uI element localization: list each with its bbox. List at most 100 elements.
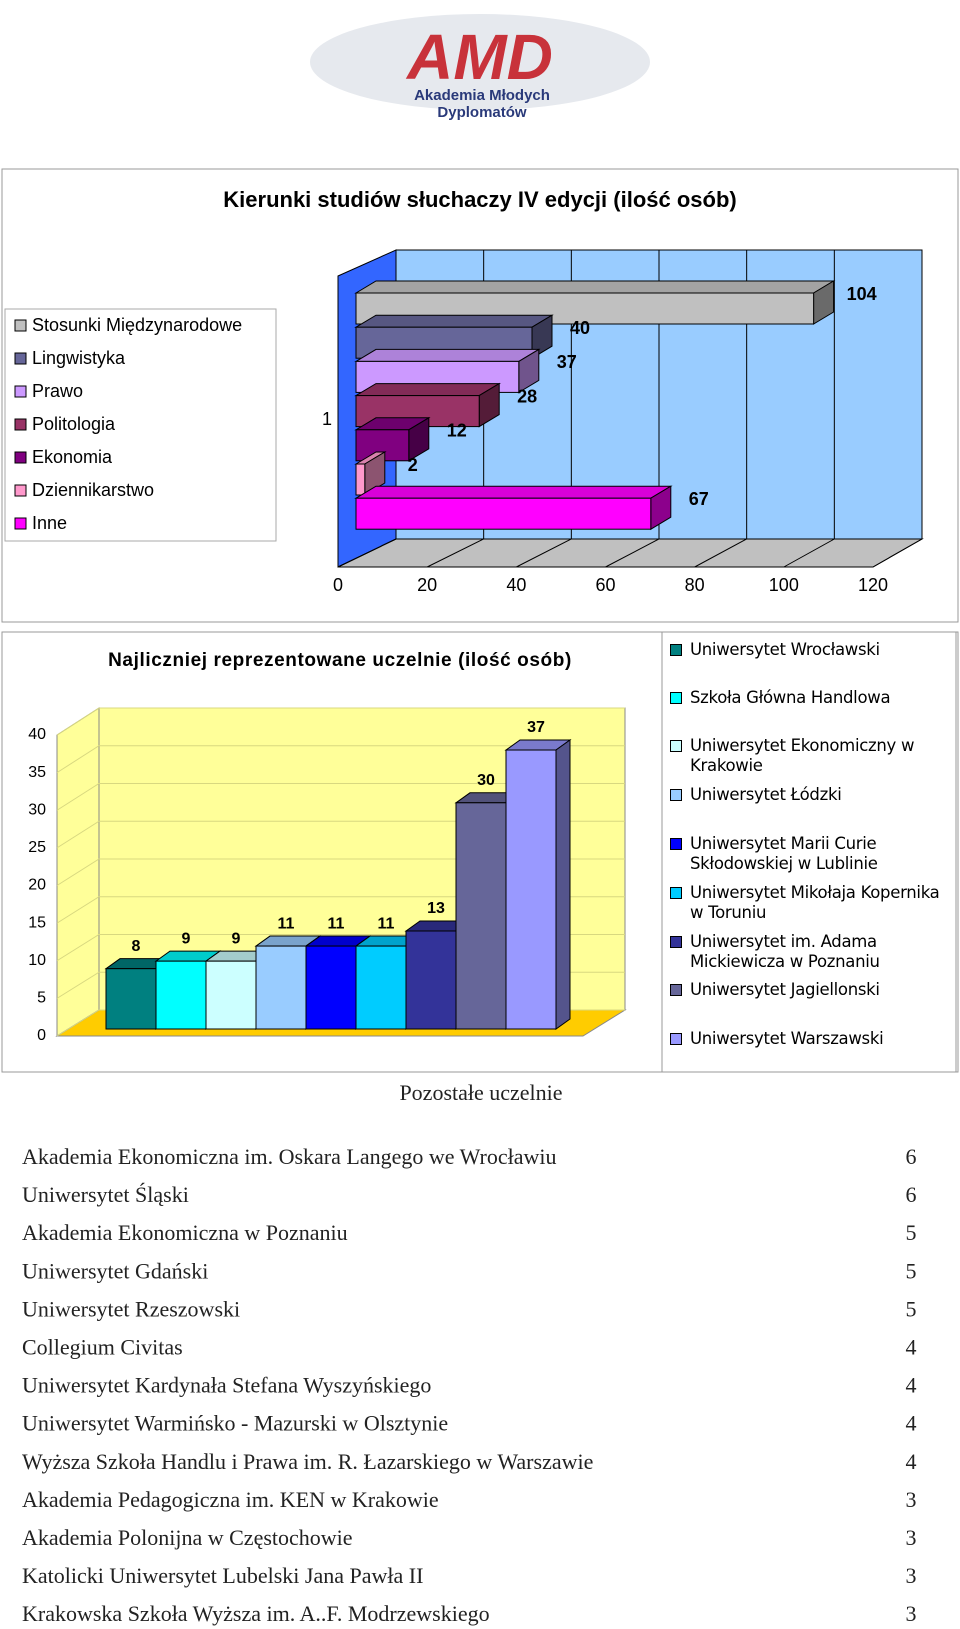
floor	[337, 538, 924, 568]
value-label: 30	[477, 772, 495, 789]
table-cell: 5	[906, 1220, 917, 1245]
table-cell: Uniwersytet Warmińsko - Mazurski w Olszt…	[22, 1411, 448, 1436]
legend-label: Politologia	[32, 414, 116, 434]
table-cell: 6	[906, 1144, 917, 1169]
legend-label: Inne	[32, 513, 67, 533]
value-label: 9	[182, 930, 191, 947]
table-cell: Uniwersytet Śląski	[22, 1182, 189, 1207]
legend-label: Uniwersytet Ekonomiczny w Krakowie	[690, 736, 915, 775]
legend-label: Ekonomia	[32, 447, 113, 467]
x-tick-label: 100	[769, 575, 799, 595]
legend-swatch	[670, 644, 682, 656]
value-label: 67	[689, 489, 709, 509]
grid-line	[516, 250, 572, 568]
legend-swatch	[670, 740, 682, 752]
bar	[355, 497, 652, 530]
bar	[255, 945, 307, 1030]
grid-line	[783, 250, 835, 568]
legend-swatch	[670, 692, 682, 704]
legend-label: Uniwersytet Mikołaja Kopernika w Toruniu	[690, 883, 940, 922]
bar-side	[555, 739, 571, 1030]
bar	[455, 802, 507, 1030]
x-tick-label: 120	[858, 575, 888, 595]
legend-label: Lingwistyka	[32, 348, 126, 368]
table-cell: Uniwersytet Gdański	[22, 1258, 208, 1283]
value-label: 37	[557, 352, 577, 372]
y-tick-label: 1	[322, 409, 332, 429]
grid-line	[56, 896, 625, 924]
legend-swatch	[14, 418, 27, 431]
grid-line	[694, 250, 748, 568]
value-label: 104	[847, 284, 877, 304]
bar	[205, 960, 257, 1030]
logo-text: AMD	[405, 21, 553, 93]
value-label: 40	[570, 318, 590, 338]
bar	[155, 960, 207, 1030]
value-label: 9	[232, 930, 241, 947]
logo-subtitle: Akademia Młodych	[414, 87, 550, 104]
bar	[305, 945, 357, 1030]
legend-label: Uniwersytet Marii Curie Skłodowskiej w L…	[690, 834, 878, 873]
bar	[355, 292, 815, 325]
legend-swatch	[14, 451, 27, 464]
legend-label: Uniwersytet im. Adama Mickiewicza w Pozn…	[690, 932, 880, 971]
y-tick-label: 30	[28, 801, 46, 818]
grid-line	[605, 250, 660, 568]
x-tick-label: 0	[333, 575, 343, 595]
legend-swatch	[670, 936, 682, 948]
table-cell: 3	[906, 1487, 917, 1512]
legend-label: Uniwersytet Wrocławski	[690, 640, 880, 659]
value-label: 12	[447, 421, 467, 441]
table-cell: 5	[906, 1296, 917, 1321]
legend-swatch	[14, 319, 27, 332]
value-label: 28	[517, 386, 537, 406]
table-cell: Collegium Civitas	[22, 1335, 183, 1360]
table-cell: Akademia Pedagogiczna im. KEN w Krakowie	[22, 1487, 439, 1512]
y-tick-label: 25	[28, 839, 46, 856]
legend-swatch	[670, 887, 682, 899]
legend-label: Stosunki Międzynarodowe	[32, 315, 242, 335]
legend-label: Uniwersytet Jagiellonski	[690, 980, 880, 999]
table-cell: 4	[906, 1373, 917, 1398]
chart-title: Kierunki studiów słuchaczy IV edycji (il…	[223, 187, 736, 212]
y-tick-label: 0	[37, 1027, 46, 1044]
table-cell: 3	[906, 1601, 917, 1626]
grid-line	[872, 250, 923, 568]
legend-label: Dziennikarstwo	[32, 480, 154, 500]
value-label: 11	[278, 915, 295, 932]
value-label: 8	[132, 938, 141, 955]
logo-subtitle: Dyplomatów	[437, 104, 527, 121]
bar	[355, 945, 407, 1030]
table-cell: 3	[906, 1525, 917, 1550]
table-cell: 4	[906, 1411, 917, 1436]
legend-label: Prawo	[32, 381, 83, 401]
value-label: 37	[527, 719, 545, 736]
table-cell: Akademia Ekonomiczna im. Oskara Langego …	[22, 1144, 556, 1169]
value-label: 11	[328, 915, 345, 932]
bar-top	[354, 348, 541, 362]
table-cell: Wyższa Szkoła Handlu i Prawa im. R. Łaza…	[22, 1449, 593, 1474]
grid-line	[56, 783, 625, 811]
bar-top	[354, 485, 673, 499]
grid-line	[56, 707, 625, 736]
bar-top	[354, 280, 836, 294]
legend-swatch	[14, 517, 27, 530]
table-cell: 3	[906, 1563, 917, 1588]
y-tick-label: 10	[28, 952, 46, 969]
chart-title: Najliczniej reprezentowane uczelnie (ilo…	[108, 650, 572, 671]
bar	[405, 930, 457, 1030]
table-cell: 5	[906, 1258, 917, 1283]
legend-swatch	[670, 984, 682, 996]
x-tick-label: 80	[685, 575, 705, 595]
logo-map	[310, 14, 650, 110]
legend-swatch	[14, 385, 27, 398]
legend-label: Szkoła Główna Handlowa	[690, 688, 891, 707]
y-tick-label: 35	[28, 764, 46, 781]
x-tick-label: 60	[595, 575, 615, 595]
legend-frame	[661, 631, 957, 1073]
y-tick-label: 15	[28, 914, 46, 931]
table-cell: Uniwersytet Kardynała Stefana Wyszyńskie…	[22, 1373, 431, 1398]
table-cell: Krakowska Szkoła Wyższa im. A..F. Modrze…	[22, 1601, 490, 1626]
